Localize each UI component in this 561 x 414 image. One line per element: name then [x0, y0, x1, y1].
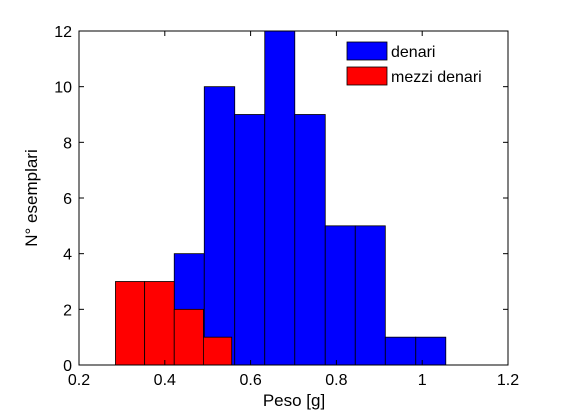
bar-mezzi-denari-1 [144, 281, 175, 366]
bar-denari-5 [324, 225, 356, 366]
y-tick-label: 4 [63, 247, 72, 264]
legend-label-mezzi-denari: mezzi denari [391, 69, 482, 86]
x-tick-label: 0.4 [154, 372, 176, 389]
x-tick-label: 0.8 [325, 372, 347, 389]
y-tick-label: 10 [54, 80, 72, 97]
series-denari-bars [173, 30, 447, 366]
bar-mezzi-denari-3 [203, 336, 233, 366]
legend: denari mezzi denari [346, 41, 482, 86]
legend-swatch-denari [346, 41, 388, 61]
bar-denari-6 [354, 225, 386, 366]
legend-label-denari: denari [391, 44, 435, 61]
x-tick-label: 1.2 [497, 372, 519, 389]
x-tick-label: 0.6 [239, 372, 261, 389]
y-axis-label: N° esemplari [22, 149, 41, 247]
y-axis-ticks: 0 2 4 6 8 10 12 [54, 24, 508, 375]
x-axis-label: Peso [g] [263, 391, 325, 410]
bar-denari-4 [294, 114, 326, 366]
y-tick-label: 2 [63, 302, 72, 319]
bar-denari-3 [264, 30, 296, 366]
bar-mezzi-denari-2 [173, 308, 204, 366]
bar-denari-1 [203, 86, 236, 366]
bar-denari-7 [384, 336, 417, 366]
bar-denari-8 [415, 336, 447, 366]
y-tick-label: 12 [54, 24, 72, 41]
x-tick-label: 0.2 [68, 372, 90, 389]
bar-denari-2 [234, 114, 266, 366]
x-axis-ticks: 0.2 0.4 0.6 0.8 1 1.2 [68, 31, 519, 389]
x-tick-label: 1 [418, 372, 427, 389]
y-tick-label: 6 [63, 191, 72, 208]
bar-mezzi-denari-0 [115, 281, 146, 366]
legend-swatch-mezzi-denari [346, 66, 388, 86]
y-tick-label: 8 [63, 135, 72, 152]
y-tick-label: 0 [63, 358, 72, 375]
